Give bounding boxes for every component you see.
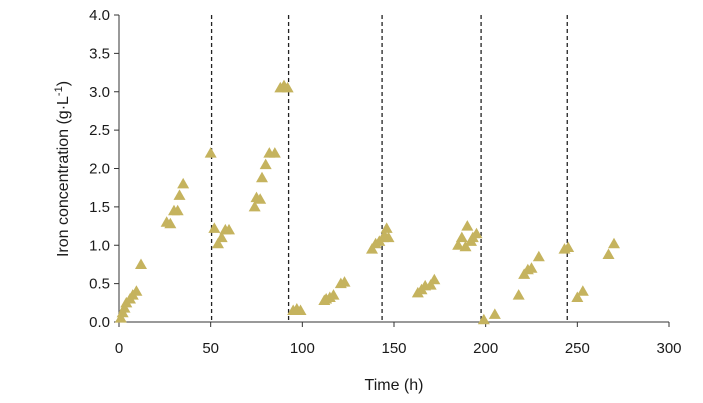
y-tick-label-4: 2.0	[89, 161, 110, 178]
data-point-23	[256, 171, 268, 183]
data-point-68	[576, 285, 589, 296]
data-point-57	[470, 227, 483, 239]
y-tick-label-2: 1.0	[89, 237, 110, 254]
data-point-22	[254, 193, 267, 204]
data-point-6	[130, 285, 143, 296]
data-point-53	[459, 240, 472, 252]
y-tick-label-8: 4.0	[89, 7, 110, 24]
data-point-69	[602, 248, 615, 259]
y-tick-label-0: 0.0	[89, 314, 110, 331]
y-tick-label-1: 0.5	[89, 276, 110, 293]
data-point-44	[380, 222, 393, 233]
tick-labels: 0.0 0.5 1.0 1.5 2.0 2.5 3.0 3.5 4.0 0 50 100 150 200 2…	[89, 7, 681, 357]
data-point-63	[525, 262, 538, 273]
x-tick-label-4: 200	[473, 340, 498, 357]
x-tick-label-0: 0	[115, 340, 123, 357]
data-point-38	[338, 276, 351, 287]
cycle-divider-lines	[210, 15, 568, 322]
y-axis-title-close: )	[55, 81, 72, 86]
axes	[114, 14, 670, 327]
y-tick-label-3: 1.5	[89, 199, 110, 216]
data-point-7	[135, 258, 147, 269]
data-point-39	[366, 243, 378, 254]
y-tick-label-7: 3.5	[89, 45, 110, 62]
data-point-20	[248, 200, 261, 212]
y-tick-label-6: 3.0	[89, 84, 110, 101]
data-point-11	[171, 204, 184, 216]
data-point-66	[562, 241, 575, 253]
data-point-67	[571, 291, 584, 302]
data-point-49	[424, 279, 437, 290]
data-point-0	[114, 312, 127, 323]
data-points	[114, 79, 620, 325]
data-point-13	[177, 177, 190, 189]
data-point-60	[512, 289, 525, 300]
y-tick-label-5: 2.5	[89, 122, 110, 139]
data-point-19	[223, 223, 235, 235]
data-point-51	[452, 239, 465, 250]
x-tick-label-2: 100	[290, 340, 315, 357]
y-axis-title-main: Iron concentration (g·L	[55, 96, 72, 257]
data-point-14	[204, 147, 217, 158]
data-point-16	[212, 237, 224, 249]
data-point-17	[215, 231, 228, 243]
data-point-59	[488, 308, 501, 319]
data-point-15	[208, 222, 221, 233]
x-axis-title: Time (h)	[365, 377, 424, 394]
data-point-45	[382, 231, 395, 243]
data-point-9	[164, 217, 177, 229]
data-point-29	[281, 81, 294, 93]
x-tick-label-3: 150	[381, 340, 406, 357]
x-tick-label-5: 250	[565, 340, 590, 357]
data-point-2	[118, 302, 131, 313]
data-point-36	[327, 289, 340, 300]
data-point-64	[532, 250, 545, 262]
data-point-50	[428, 273, 441, 285]
data-point-26	[268, 147, 281, 158]
x-tick-label-1: 50	[202, 340, 219, 357]
y-axis-title: Iron concentration (g·L-1)	[53, 81, 72, 257]
data-point-12	[173, 189, 186, 200]
y-axis-title-superscript: -1	[53, 86, 65, 96]
data-point-70	[608, 237, 620, 249]
data-point-24	[259, 158, 272, 170]
data-point-58	[477, 313, 490, 325]
data-point-54	[461, 220, 474, 231]
data-point-52	[455, 231, 468, 243]
x-tick-label-6: 300	[656, 340, 681, 357]
data-point-32	[294, 304, 307, 315]
